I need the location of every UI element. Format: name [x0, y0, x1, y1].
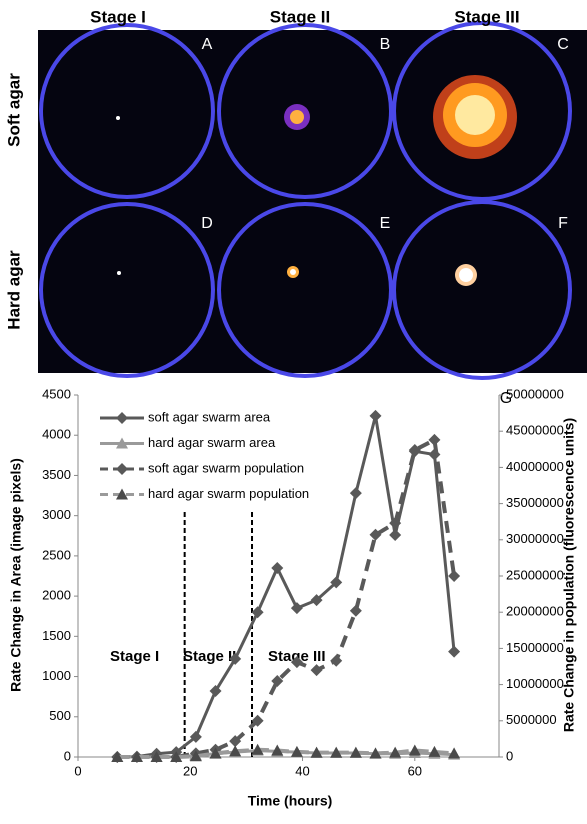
y-tick-label: 3000	[42, 507, 71, 522]
y-tick-label: 3500	[42, 467, 71, 482]
y-tick-label: 4500	[42, 386, 71, 401]
data-point	[408, 444, 421, 457]
y-axis-title: Rate Change in Area (image pixels)	[8, 458, 24, 692]
y2-tick-label: 20000000	[506, 604, 564, 619]
data-point	[389, 528, 402, 541]
y-tick-label: 4000	[42, 427, 71, 442]
y2-tick-label: 10000000	[506, 676, 564, 691]
x-tick-label: 20	[183, 763, 197, 778]
data-point	[448, 747, 461, 759]
x-tick-label: 40	[295, 763, 309, 778]
row-label: Soft agar	[4, 73, 23, 147]
column-header: Stage II	[270, 7, 330, 26]
data-point	[209, 685, 222, 698]
data-point	[448, 645, 461, 658]
data-point	[150, 751, 163, 762]
y-tick-label: 0	[64, 748, 71, 763]
y-tick-label: 500	[49, 708, 71, 723]
data-point	[251, 606, 264, 619]
data-point	[251, 714, 264, 727]
colonies	[116, 75, 517, 286]
legend-label: hard agar swarm population	[148, 486, 309, 501]
data-point	[229, 652, 242, 665]
data-point	[271, 744, 284, 756]
data-point	[428, 433, 441, 446]
y2-tick-label: 40000000	[506, 459, 564, 474]
legend-label: soft agar swarm population	[148, 460, 304, 475]
y2-tick-label: 35000000	[506, 495, 564, 510]
series-line	[117, 747, 455, 759]
data-point	[428, 745, 441, 757]
panel-letter: G	[500, 390, 512, 407]
data-point	[271, 674, 284, 687]
y-tick-label: 2000	[42, 588, 71, 603]
data-point	[330, 576, 343, 589]
y2-tick-label: 15000000	[506, 640, 564, 655]
data-point	[330, 654, 343, 667]
column-header: Stage I	[90, 7, 146, 26]
legend-marker	[116, 463, 128, 475]
data-point	[310, 664, 323, 677]
data-point	[251, 743, 264, 755]
data-point	[271, 561, 284, 574]
plate-images	[38, 30, 587, 373]
stage-label: Stage I	[110, 648, 159, 665]
y-tick-label: 1000	[42, 668, 71, 683]
plates	[39, 21, 572, 380]
y-tick-label: 1500	[42, 628, 71, 643]
x-tick-label: 0	[74, 763, 81, 778]
legend-marker	[116, 437, 128, 449]
panel-letter: F	[558, 215, 568, 232]
data-point	[229, 745, 242, 757]
data-point	[310, 594, 323, 607]
y2-tick-label: 45000000	[506, 423, 564, 438]
data-point	[330, 746, 343, 758]
data-point	[408, 744, 421, 756]
y2-tick-label: 0	[506, 748, 513, 763]
data-point	[369, 528, 382, 541]
panel-letter: A	[202, 36, 213, 53]
column-header: Stage III	[454, 7, 519, 26]
x-tick-label: 60	[408, 763, 422, 778]
y-tick-label: 2500	[42, 547, 71, 562]
data-point	[349, 746, 362, 758]
legend-marker	[116, 412, 128, 424]
data-point	[349, 487, 362, 500]
series-line	[117, 436, 457, 759]
legend-label: hard agar swarm area	[148, 435, 276, 450]
data-point	[170, 751, 183, 762]
data-point	[310, 746, 323, 758]
panel-letter: C	[557, 36, 569, 53]
data-point	[448, 570, 461, 582]
data-point	[189, 750, 202, 762]
y2-tick-label: 30000000	[506, 531, 564, 546]
panel-letter: E	[380, 215, 391, 232]
y2-tick-label: 50000000	[506, 386, 564, 401]
panel-letter: D	[201, 215, 213, 232]
data-point	[290, 602, 303, 615]
y2-axis-title: Rate Change in population (fluorescence …	[561, 418, 577, 732]
legend-label: soft agar swarm area	[148, 409, 271, 424]
panel-letter: B	[380, 36, 391, 53]
legend-marker	[116, 488, 128, 500]
row-label: Hard agar	[4, 250, 23, 330]
data-point	[369, 747, 382, 759]
x-axis-title: Time (hours)	[248, 793, 333, 809]
data-point	[189, 730, 202, 743]
data-point	[389, 517, 402, 530]
y2-tick-label: 5000000	[506, 712, 557, 727]
stage-label: Stage II	[183, 648, 236, 665]
y2-tick-label: 25000000	[506, 567, 564, 582]
data-point	[290, 656, 303, 669]
data-point	[229, 735, 242, 748]
data-point	[369, 409, 382, 422]
data-point	[111, 751, 124, 762]
data-point	[209, 747, 222, 759]
data-point	[130, 751, 143, 762]
data-point	[290, 745, 303, 757]
data-point	[389, 746, 402, 758]
data-point	[349, 604, 362, 617]
